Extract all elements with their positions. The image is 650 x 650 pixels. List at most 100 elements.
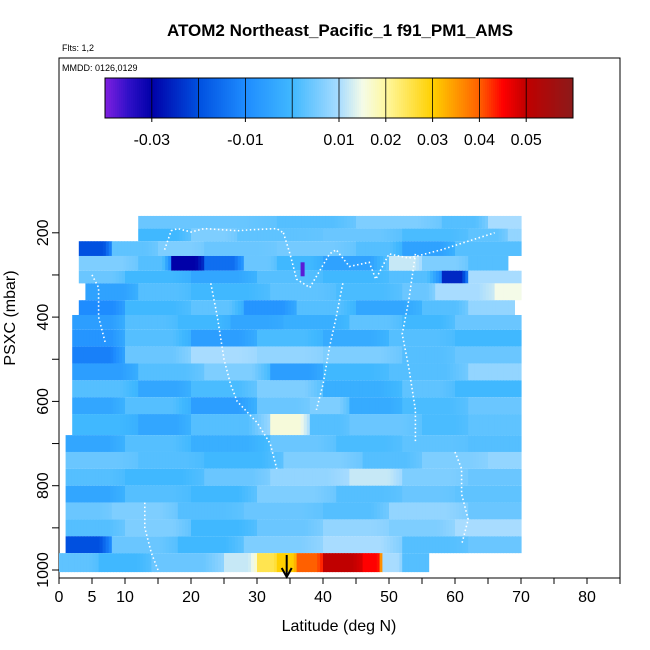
heat-cell: [78, 300, 126, 315]
heat-cell: [65, 519, 126, 537]
x-tick-label: 30: [248, 589, 266, 606]
colorbar-strip: [423, 78, 426, 118]
heat-cell: [171, 255, 205, 271]
colorbar-strip: [323, 78, 326, 118]
heat-cell: [323, 270, 390, 284]
colorbar-strip: [473, 78, 476, 118]
colorbar-strip: [205, 78, 208, 118]
heat-cell: [125, 435, 192, 452]
heat-cell: [191, 380, 258, 398]
colorbar-strip: [141, 78, 144, 118]
heat-cell: [65, 435, 126, 452]
heat-cell: [257, 485, 337, 503]
colorbar-strip: [503, 78, 506, 118]
heat-cell: [270, 414, 311, 436]
heat-cell: [204, 241, 278, 256]
colorbar-strip: [517, 78, 520, 118]
heat-cell: [402, 553, 430, 573]
colorbar-strip: [345, 78, 348, 118]
heat-cell: [349, 468, 403, 486]
heat-cell: [468, 228, 509, 242]
heat-cell: [468, 397, 522, 415]
colorbar-strip: [561, 78, 564, 118]
colorbar-strip: [253, 78, 256, 118]
colorbar-tick-label: 0.04: [464, 132, 495, 149]
heat-cell: [468, 255, 509, 271]
colorbar-strip: [207, 78, 210, 118]
colorbar-strip: [211, 78, 214, 118]
x-axis: 0 5 10 20 30 40 50 60 70 80: [55, 578, 621, 606]
heat-cell: [138, 380, 192, 398]
colorbar-strip: [231, 78, 234, 118]
heat-cell: [276, 255, 324, 271]
heat-cell: [85, 283, 139, 301]
heat-cell: [435, 283, 496, 301]
colorbar-strip: [385, 78, 388, 118]
colorbar-strip: [213, 78, 216, 118]
colorbar-strip: [491, 78, 494, 118]
heat-cell: [389, 329, 456, 347]
colorbar-strip: [331, 78, 334, 118]
colorbar-strip: [353, 78, 356, 118]
heat-cell: [65, 502, 113, 520]
colorbar-strip: [543, 78, 546, 118]
heat-cell: [191, 397, 258, 415]
heat-cell: [422, 414, 469, 436]
colorbar-strip: [235, 78, 238, 118]
colorbar-strip: [271, 78, 274, 118]
heat-cell: [191, 414, 271, 436]
x-tick-label: 80: [578, 589, 596, 606]
colorbar-strip: [137, 78, 140, 118]
heat-cell: [356, 300, 423, 315]
colorbar-strip: [381, 78, 384, 118]
heat-cell: [283, 451, 364, 469]
heat-cell: [177, 314, 232, 330]
colorbar-strip: [179, 78, 182, 118]
colorbar-strip: [109, 78, 112, 118]
colorbar-strip: [403, 78, 406, 118]
colorbar-strip: [459, 78, 462, 118]
colorbar-strip: [301, 78, 304, 118]
colorbar-strip: [485, 78, 488, 118]
colorbar-strip: [181, 78, 184, 118]
heat-cell: [151, 553, 225, 573]
colorbar-strip: [313, 78, 316, 118]
heat-cell: [98, 553, 152, 573]
x-tick-label: 50: [380, 589, 398, 606]
heat-cell: [402, 468, 469, 486]
heat-cell: [111, 241, 159, 256]
heat-cell: [336, 283, 403, 301]
heat-cell: [309, 397, 350, 415]
colorbar-strip: [125, 78, 128, 118]
colorbar-strip: [229, 78, 232, 118]
colorbar-strip: [509, 78, 512, 118]
colorbar-strip: [413, 78, 416, 118]
heat-cell: [243, 536, 324, 554]
colorbar-strip: [363, 78, 366, 118]
heatmap-cells: [59, 215, 522, 573]
heat-cell: [191, 283, 271, 301]
colorbar-strip: [373, 78, 376, 118]
y-tick-label: 800: [35, 472, 52, 499]
colorbar-strip: [133, 78, 136, 118]
x-tick-label: 60: [446, 589, 464, 606]
colorbar-strip: [527, 78, 530, 118]
heat-cell: [362, 451, 423, 469]
track-segment: [315, 283, 344, 411]
colorbar-strip: [405, 78, 408, 118]
heat-cell: [125, 270, 192, 284]
colorbar-strip: [149, 78, 152, 118]
heat-cell: [191, 519, 258, 537]
colorbar-strip: [389, 78, 392, 118]
colorbar-strip: [333, 78, 336, 118]
heat-cell: [78, 255, 139, 271]
heat-cell: [422, 255, 469, 271]
colorbar-strip: [261, 78, 264, 118]
colorbar-strip: [417, 78, 420, 118]
heat-cell: [72, 397, 126, 415]
heat-cell: [488, 215, 522, 229]
colorbar-strip: [349, 78, 352, 118]
plot-frame: [58, 57, 621, 579]
heat-cell: [296, 553, 324, 573]
heat-cell: [65, 468, 126, 486]
